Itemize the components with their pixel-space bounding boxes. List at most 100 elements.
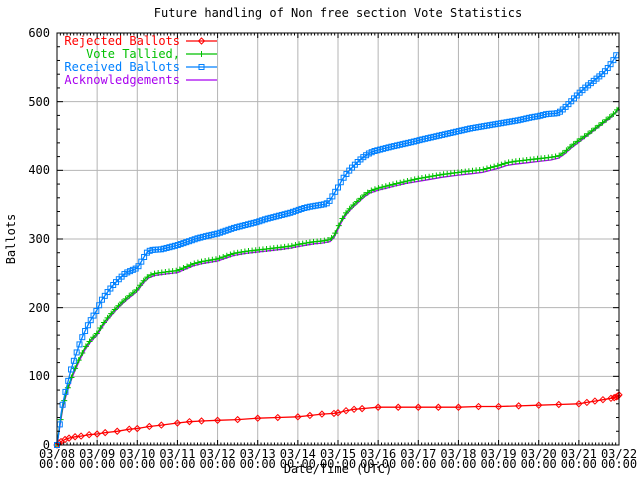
series-vote-tallied-marker-plus: [361, 192, 368, 199]
series-rejected-ballots-marker-diamond: [65, 434, 73, 442]
series-vote-tallied-marker-plus: [306, 239, 313, 246]
series-vote-tallied-marker-plus: [115, 302, 122, 309]
series-vote-tallied-marker-plus: [303, 240, 310, 247]
series-rejected-ballots-marker-diamond: [330, 409, 338, 418]
series-vote-tallied-marker-plus: [501, 160, 508, 167]
series-vote-tallied-marker-plus: [173, 267, 180, 274]
series-rejected-ballots-marker-diamond: [101, 428, 109, 437]
series-rejected-ballots-marker-diamond: [555, 400, 563, 409]
series-vote-tallied-marker-plus: [184, 263, 191, 270]
series-vote-tallied-marker-plus: [408, 177, 415, 184]
series-rejected-ballots-marker-diamond: [157, 421, 166, 429]
series-vote-tallied-marker-plus: [93, 330, 100, 337]
series-vote-tallied-marker-plus: [389, 181, 396, 188]
series-vote-tallied-marker-plus: [382, 183, 389, 190]
series-vote-tallied-marker-plus: [397, 179, 404, 186]
series-rejected-ballots-marker-diamond: [294, 413, 302, 421]
series-rejected-ballots-marker-diamond: [233, 415, 242, 424]
x-tick-label: 03/08 00:00: [38, 447, 76, 471]
series-vote-tallied-marker-plus: [180, 265, 187, 272]
series-vote-tallied-marker-plus: [147, 271, 154, 278]
series-received-ballots-marker-square: [70, 357, 77, 364]
series-vote-tallied-marker-plus: [574, 138, 581, 145]
series-vote-tallied-marker-plus: [343, 209, 350, 216]
series-vote-tallied-marker-plus: [393, 180, 400, 187]
series-vote-tallied-marker-plus: [556, 152, 563, 159]
series-vote-tallied-marker-plus: [599, 119, 606, 126]
series-rejected-ballots-marker-diamond: [394, 403, 402, 411]
x-tick-label: 03/16 00:00: [360, 447, 397, 471]
series-received-ballots-marker-square: [82, 328, 89, 335]
series-rejected-ballots-marker-diamond: [185, 417, 194, 426]
series-vote-tallied-marker-plus: [140, 277, 147, 284]
series-vote-tallied-marker-plus: [585, 130, 592, 137]
series-vote-tallied-marker-plus: [209, 256, 216, 263]
series-rejected-ballots-marker-diamond: [474, 402, 483, 411]
series-received-ballots-marker-square: [68, 366, 75, 373]
series-received-ballots-marker-square: [93, 308, 100, 315]
series-received-ballots-line: [56, 53, 618, 446]
series-rejected-ballots-marker-diamond: [494, 402, 503, 411]
series-vote-tallied-marker-plus: [487, 164, 494, 171]
series-rejected-ballots-marker-diamond: [434, 403, 443, 411]
series-vote-tallied-marker-plus: [567, 144, 574, 151]
series-rejected-ballots-marker-diamond: [599, 395, 607, 404]
series-vote-tallied-marker-plus: [422, 174, 429, 181]
series-received-ballots-marker-square: [96, 302, 103, 309]
series-vote-tallied-marker-plus: [509, 158, 516, 165]
series-vote-tallied-marker-plus: [404, 178, 411, 185]
x-tick-label: 03/17 00:00: [400, 447, 437, 471]
series-rejected-ballots-marker-diamond: [318, 410, 326, 418]
series-vote-tallied-marker-plus: [234, 249, 241, 256]
series-vote-tallied-marker-plus: [494, 162, 501, 169]
series-vote-tallied-marker-plus: [227, 251, 234, 258]
series-rejected-ballots-marker-diamond: [514, 402, 523, 410]
series-vote-tallied-marker-plus: [491, 163, 498, 170]
series-rejected-ballots-marker-diamond: [535, 401, 543, 409]
series-vote-tallied-marker-plus: [400, 178, 407, 185]
series-vote-tallied-marker-plus: [151, 270, 158, 277]
series-vote-tallied-marker-plus: [353, 198, 360, 205]
series-vote-tallied-marker-plus: [570, 141, 577, 148]
legend-marker-plus: [198, 51, 205, 57]
series-vote-tallied-marker-plus: [296, 241, 303, 248]
series-rejected-ballots-marker-diamond: [414, 403, 422, 411]
series-vote-tallied-marker-plus: [122, 295, 129, 302]
series-vote-tallied-marker-plus: [559, 150, 566, 157]
series-received-ballots-marker-square: [73, 349, 80, 356]
legend-label-vote-tallied: Vote Tallied,: [86, 47, 180, 61]
x-axis-label: Date/Time (UTC): [283, 462, 393, 476]
series-vote-tallied-marker-plus: [144, 274, 151, 281]
series-vote-tallied-marker-plus: [588, 127, 595, 134]
series-rejected-ballots-marker-diamond: [133, 424, 141, 433]
series-vote-tallied-marker-plus: [137, 282, 144, 289]
series-vote-tallied-marker-plus: [79, 349, 86, 356]
series-vote-tallied-marker-plus: [205, 257, 212, 264]
series-vote-tallied-marker-plus: [548, 154, 555, 161]
series-received-ballots-marker-square: [65, 377, 72, 384]
chart-title: Future handling of Non free section Vote…: [153, 6, 523, 20]
x-tick-label: 03/15 00:00: [319, 447, 357, 471]
x-tick-label: 03/21 00:00: [560, 447, 597, 471]
x-tick-label: 03/18 00:00: [440, 447, 477, 471]
legend-label-received-ballots: Received Ballots: [64, 60, 180, 74]
x-tick-label: 03/12 00:00: [199, 447, 236, 471]
series-vote-tallied-marker-plus: [368, 187, 375, 194]
x-tick-label: 03/10 00:00: [119, 447, 156, 471]
y-tick-label: 100: [28, 369, 50, 384]
series-received-ballots-marker-square: [76, 341, 83, 348]
series-vote-tallied-marker-plus: [595, 122, 602, 129]
series-rejected-ballots-marker-diamond: [342, 406, 350, 415]
series-vote-tallied-marker-plus: [321, 237, 328, 244]
series-rejected-ballots-marker-diamond: [113, 427, 121, 435]
series-vote-tallied-marker-plus: [223, 252, 230, 259]
series-vote-tallied-marker-plus: [231, 250, 238, 257]
series-vote-tallied-marker-plus: [379, 184, 386, 191]
series-rejected-ballots-marker-diamond: [583, 398, 591, 407]
x-tick-label: 03/14 00:00: [279, 447, 316, 471]
y-tick-label: 600: [28, 26, 50, 40]
x-tick-label: 03/19 00:00: [480, 447, 517, 471]
series-rejected-ballots-marker-diamond: [71, 433, 79, 441]
series-vote-tallied-marker-plus: [328, 235, 335, 242]
